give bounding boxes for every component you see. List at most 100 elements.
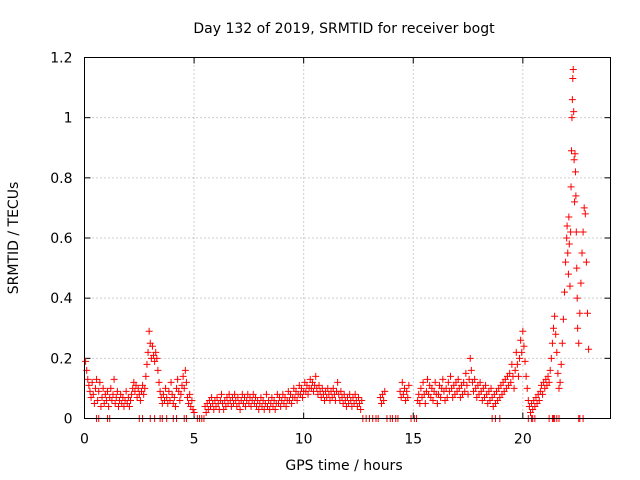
data-point: [171, 402, 179, 410]
data-point: [444, 378, 452, 386]
data-point: [579, 228, 587, 236]
plot-frame: [84, 57, 611, 419]
data-point: [262, 390, 270, 398]
data-point: [539, 390, 547, 398]
x-tick-label: 10: [295, 432, 313, 448]
data-point: [108, 396, 116, 404]
data-point: [399, 390, 407, 398]
data-point: [553, 348, 561, 356]
data-point: [476, 378, 484, 386]
data-point: [510, 384, 518, 392]
data-point: [304, 390, 312, 398]
data-point: [398, 378, 406, 386]
data-point: [174, 375, 182, 383]
y-tick-label: 1: [64, 111, 73, 127]
data-point: [567, 183, 575, 191]
data-point: [188, 396, 196, 404]
data-point: [170, 393, 178, 401]
data-point: [94, 396, 102, 404]
data-point: [380, 396, 388, 404]
data-point: [557, 360, 565, 368]
data-point: [315, 381, 323, 389]
x-tick-label: 0: [80, 432, 89, 448]
data-point: [565, 240, 573, 248]
data-point: [573, 264, 581, 272]
data-point: [142, 372, 150, 380]
data-point: [548, 339, 556, 347]
data-point: [351, 390, 359, 398]
x-tick-label: 15: [404, 432, 422, 448]
data-point: [523, 384, 531, 392]
data-point: [98, 393, 106, 401]
data-point: [487, 384, 495, 392]
data-point: [293, 396, 301, 404]
data-point: [570, 156, 578, 164]
data-point: [337, 387, 345, 395]
x-tick-labels: 0 5 10 15 20: [80, 432, 532, 448]
data-point: [583, 309, 591, 317]
data-point: [282, 402, 290, 410]
data-point: [574, 324, 582, 332]
data-point: [439, 375, 447, 383]
data-point: [182, 378, 190, 386]
data-point: [577, 279, 585, 287]
data-point: [569, 66, 577, 74]
data-point: [437, 393, 445, 401]
data-point: [423, 375, 431, 383]
data-point: [159, 390, 167, 398]
data-point: [97, 402, 105, 410]
data-point: [562, 258, 570, 266]
data-point: [165, 387, 173, 395]
data-point: [581, 210, 589, 218]
data-point: [189, 405, 197, 413]
data-point: [111, 399, 119, 407]
data-point: [404, 393, 412, 401]
data-point: [334, 378, 342, 386]
data-point: [113, 387, 121, 395]
data-point: [552, 330, 560, 338]
data-point: [166, 396, 174, 404]
data-point: [85, 381, 93, 389]
y-tick-label: 0: [64, 412, 73, 428]
data-point: [563, 222, 571, 230]
data-point: [152, 348, 160, 356]
data-point: [99, 384, 107, 392]
data-point: [141, 384, 149, 392]
data-point: [403, 387, 411, 395]
data-point: [163, 393, 171, 401]
data-point: [454, 375, 462, 383]
data-point: [82, 357, 90, 365]
data-point: [310, 387, 318, 395]
data-point: [312, 372, 320, 380]
data-point: [127, 396, 135, 404]
data-point: [421, 399, 429, 407]
data-point: [153, 354, 161, 362]
data-point: [585, 345, 593, 353]
data-point: [167, 378, 175, 386]
data-point: [554, 369, 562, 377]
data-point: [462, 369, 470, 377]
data-point: [299, 393, 307, 401]
data-point: [544, 372, 552, 380]
data-point: [559, 315, 567, 323]
data-point: [148, 342, 156, 350]
data-point: [560, 288, 568, 296]
data-point: [471, 375, 479, 383]
data-point: [431, 378, 439, 386]
data-point: [419, 378, 427, 386]
data-point: [156, 387, 164, 395]
data-point: [88, 378, 96, 386]
data-point: [513, 360, 521, 368]
data-point: [357, 405, 365, 413]
data-point: [507, 378, 515, 386]
data-point: [564, 270, 572, 278]
data-point: [571, 168, 579, 176]
data-point: [514, 372, 522, 380]
data-point: [125, 402, 133, 410]
data-point: [145, 327, 153, 335]
data-point: [177, 390, 185, 398]
data-point: [89, 390, 97, 398]
data-point: [567, 147, 575, 155]
data-point: [91, 384, 99, 392]
data-point: [86, 387, 94, 395]
